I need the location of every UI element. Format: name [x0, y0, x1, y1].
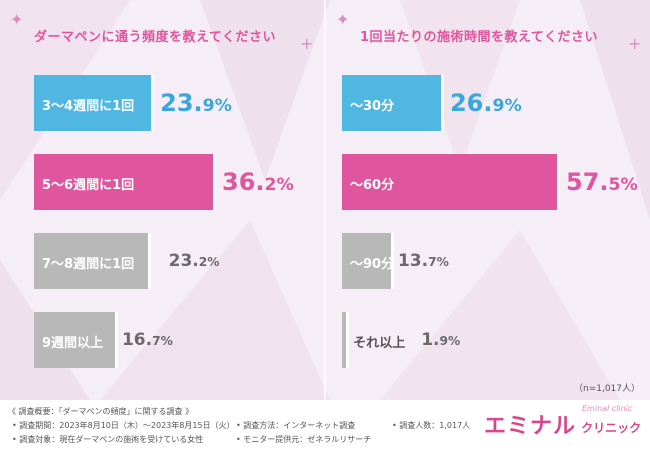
logo-sub: クリニック [581, 421, 642, 435]
bar-value-label: 23.2% [168, 251, 220, 271]
right-chart-title: 1回当たりの施術時間を教えてください [360, 30, 599, 45]
sample-size-note: （n=1,017人） [574, 384, 641, 394]
survey-count: • 調査人数：1,017人 [392, 421, 471, 430]
bar [342, 312, 350, 368]
sparkle-icon: + [300, 34, 314, 53]
survey-period: • 調査期間：2023年8月10日（木）〜2023年8月15日（火） [12, 421, 235, 430]
bar-category-label: 7〜8週間に1回 [42, 257, 135, 272]
bar [34, 75, 155, 131]
eminal-clinic-logo: エミナル クリニック Eminal clinic [484, 404, 642, 440]
bar-value-label: 23.9% [160, 89, 232, 117]
survey-footer: 《 調査概要：「ダーマペンの頻度」に関する調査 》 • 調査期間：2023年8月… [0, 400, 650, 450]
bar-value-label: 13.7% [397, 251, 449, 271]
sparkle-icon: ✦ [10, 10, 24, 29]
bar-category-label: 3〜4週間に1回 [42, 99, 135, 114]
bar-category-label: それ以上 [353, 336, 406, 351]
survey-provider: • モニター提供元：ゼネラルリサーチ [236, 435, 372, 444]
bar-value-label: 16.7% [121, 330, 173, 350]
bar [342, 154, 560, 210]
bar-value-label: 36.2% [222, 168, 294, 196]
bar-value-label: 1.9% [421, 330, 461, 350]
bar-value-label: 26.9% [449, 89, 522, 117]
left-chart-title: ダーマペンに通う頻度を教えてください [34, 30, 276, 45]
bar-category-label: 〜60分 [350, 178, 395, 193]
bar [342, 75, 444, 131]
bar-category-label: 5〜6週間に1回 [42, 178, 135, 193]
bar [342, 233, 394, 289]
sparkle-icon: ✦ [336, 10, 350, 29]
bar [34, 312, 118, 368]
bar [34, 233, 151, 289]
bar [34, 154, 216, 210]
bar-category-label: 〜90分 [350, 257, 395, 272]
bar-category-label: 9週間以上 [42, 336, 104, 351]
logo-script: Eminal clinic [582, 404, 633, 413]
survey-heading: 《 調査概要：「ダーマペンの頻度」に関する調査 》 [8, 407, 194, 416]
bar-value-label: 57.5% [566, 168, 638, 196]
survey-target: • 調査対象：現在ダーマペンの施術を受けている女性 [12, 435, 204, 444]
survey-method: • 調査方法：インターネット調査 [236, 421, 356, 430]
sparkle-icon: + [628, 34, 642, 53]
logo-main: エミナル [484, 414, 577, 439]
bar-category-label: 〜30分 [350, 99, 395, 114]
